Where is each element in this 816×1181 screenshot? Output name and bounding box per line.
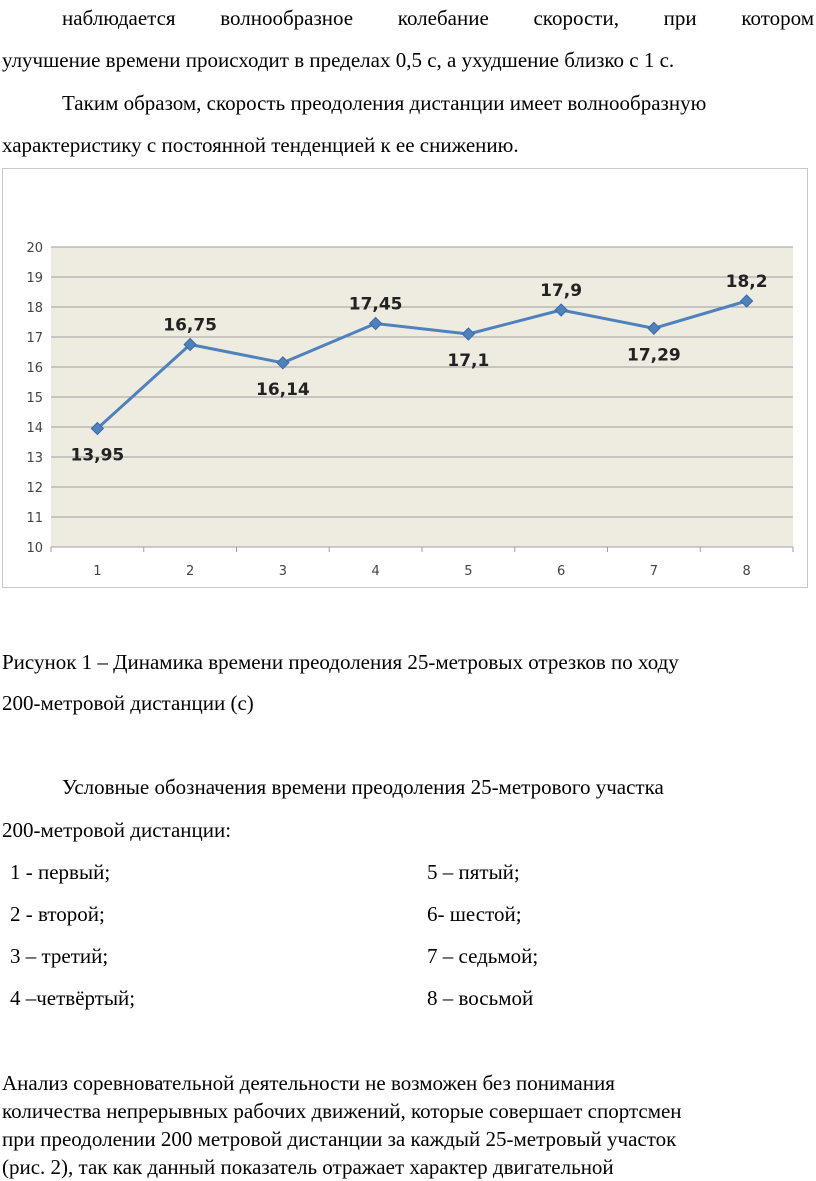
legend-item-3: 3 – третий; bbox=[10, 944, 109, 968]
y-tick-label: 18 bbox=[26, 301, 43, 316]
data-point-marker bbox=[554, 303, 568, 317]
figure-caption-line-1: Рисунок 1 – Динамика времени преодоления… bbox=[2, 650, 679, 674]
x-tick-label: 5 bbox=[464, 564, 472, 579]
legend-item-6: 6- шестой; bbox=[427, 902, 522, 926]
legend-heading-line-1: Условные обозначения времени преодоления… bbox=[62, 775, 664, 799]
data-label: 16,75 bbox=[163, 316, 217, 336]
x-tick-label: 8 bbox=[742, 564, 750, 579]
y-tick-label: 20 bbox=[26, 241, 43, 256]
analysis-line-1: Анализ соревновательной деятельности не … bbox=[2, 1071, 615, 1095]
x-tick-label: 7 bbox=[650, 564, 658, 579]
chart-frame: 10 11 12 13 14 15 16 17 18 19 20 1 2 3 4 5 6 7 8 13,95 16,75… bbox=[2, 168, 808, 588]
data-point-marker bbox=[368, 316, 383, 331]
data-label: 16,14 bbox=[256, 380, 310, 400]
y-tick-label: 14 bbox=[26, 421, 43, 436]
data-label: 17,29 bbox=[627, 345, 681, 365]
y-tick-label: 17 bbox=[26, 331, 43, 346]
legend-item-1: 1 - первый; bbox=[10, 860, 111, 884]
analysis-line-2: количества непрерывных рабочих движений,… bbox=[2, 1099, 682, 1123]
legend-item-5: 5 – пятый; bbox=[427, 860, 520, 884]
x-tick-label: 4 bbox=[371, 564, 379, 579]
y-tick-label: 15 bbox=[26, 391, 43, 406]
intro-line-2: улучшение времени происходит в пределах … bbox=[2, 48, 675, 72]
data-label: 13,95 bbox=[70, 446, 124, 466]
data-point-marker bbox=[90, 421, 105, 436]
intro-line-4: характеристику с постоянной тенденцией к… bbox=[2, 133, 519, 157]
series-line bbox=[96, 299, 748, 430]
legend-item-2: 2 - второй; bbox=[10, 902, 105, 926]
y-tick-label: 16 bbox=[26, 361, 43, 376]
legend-item-8: 8 – восьмой bbox=[427, 986, 534, 1010]
x-tick-label: 3 bbox=[279, 564, 287, 579]
y-tick-label: 13 bbox=[26, 451, 43, 466]
data-label: 17,1 bbox=[447, 351, 489, 371]
intro-line-1: наблюдается волнообразное колебание скор… bbox=[62, 6, 814, 30]
y-tick-label: 12 bbox=[26, 481, 43, 496]
data-label: 18,2 bbox=[726, 272, 768, 292]
data-point-marker bbox=[461, 327, 476, 341]
intro-line-3: Таким образом, скорость преодоления дист… bbox=[62, 91, 707, 115]
y-tick-label: 10 bbox=[26, 541, 43, 556]
x-tick-label: 2 bbox=[186, 564, 194, 579]
data-point-marker bbox=[739, 294, 754, 308]
legend-item-4: 4 –четвёртый; bbox=[10, 986, 136, 1010]
data-label: 17,45 bbox=[349, 295, 403, 315]
analysis-line-3: при преодолении 200 метровой дистанции з… bbox=[2, 1127, 677, 1151]
data-point-marker bbox=[276, 356, 290, 370]
figure-caption-line-2: 200-метровой дистанции (с) bbox=[2, 691, 254, 715]
legend-item-7: 7 – седьмой; bbox=[427, 944, 539, 968]
legend-heading-line-2: 200-метровой дистанции: bbox=[2, 818, 232, 842]
analysis-line-4: (рис. 2), так как данный показатель отра… bbox=[2, 1155, 614, 1179]
data-point-marker bbox=[183, 337, 197, 352]
x-tick-label: 6 bbox=[557, 564, 565, 579]
data-point-marker bbox=[647, 321, 661, 336]
y-tick-label: 11 bbox=[26, 511, 43, 526]
x-tick-label: 1 bbox=[93, 564, 101, 579]
data-label: 17,9 bbox=[540, 281, 582, 301]
y-tick-label: 19 bbox=[26, 271, 43, 286]
